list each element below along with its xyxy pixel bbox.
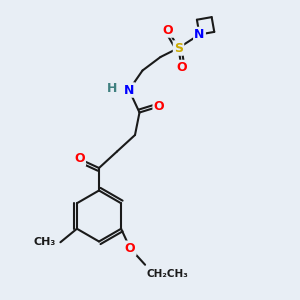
Text: N: N (124, 83, 134, 97)
Text: S: S (174, 41, 183, 55)
Text: CH₃: CH₃ (34, 237, 56, 247)
Text: O: O (74, 152, 85, 166)
Text: N: N (194, 28, 205, 41)
Text: CH₂CH₃: CH₂CH₃ (147, 269, 188, 279)
Text: O: O (154, 100, 164, 113)
Text: O: O (163, 23, 173, 37)
Text: H: H (107, 82, 118, 95)
Text: O: O (125, 242, 135, 255)
Text: O: O (176, 61, 187, 74)
